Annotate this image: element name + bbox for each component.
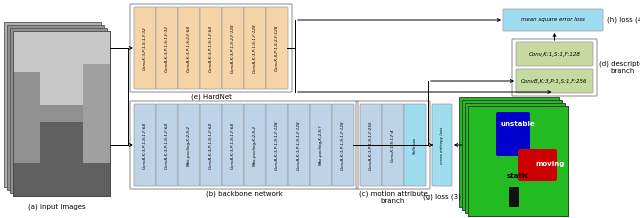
- Text: (h) loss (4): (h) loss (4): [607, 17, 640, 23]
- Text: Max-pooling,K:2,S:?: Max-pooling,K:2,S:?: [319, 125, 323, 165]
- Text: Max-pooling,K:2,S:2: Max-pooling,K:2,S:2: [187, 124, 191, 165]
- Bar: [13, 31, 110, 196]
- Text: ConvB,K:3,P:1,S:1,F:64: ConvB,K:3,P:1,S:1,F:64: [209, 24, 213, 72]
- Text: mean square error loss: mean square error loss: [521, 17, 585, 22]
- Text: ConvB,K:3,P:1,S:2,F:64: ConvB,K:3,P:1,S:2,F:64: [187, 24, 191, 72]
- Text: ConvB,K:3,P:1,S:1,F:64: ConvB,K:3,P:1,S:1,F:64: [165, 121, 169, 169]
- Text: ConvB,K:3,P:1,S:1,F:64: ConvB,K:3,P:1,S:1,F:64: [209, 121, 213, 169]
- Text: (d) descriptor
branch: (d) descriptor branch: [599, 61, 640, 74]
- Text: moving: moving: [535, 161, 564, 167]
- FancyBboxPatch shape: [288, 104, 310, 186]
- FancyBboxPatch shape: [516, 69, 593, 93]
- Bar: [4, 22, 101, 187]
- Bar: [7, 25, 104, 190]
- Text: cross entropy loss: cross entropy loss: [440, 126, 444, 164]
- Text: (e) HardNet: (e) HardNet: [191, 93, 232, 99]
- Text: ConvB,K:3,P:1,S:1,F:64: ConvB,K:3,P:1,S:1,F:64: [143, 121, 147, 169]
- Bar: [10, 28, 107, 193]
- Text: (c) motion attribute
branch: (c) motion attribute branch: [358, 190, 428, 203]
- Text: Max-pooling,K:2,S:2: Max-pooling,K:2,S:2: [253, 124, 257, 165]
- FancyBboxPatch shape: [156, 104, 178, 186]
- Text: ConvB,K:3,P:1,S:1,F:128: ConvB,K:3,P:1,S:1,F:128: [297, 120, 301, 170]
- Bar: [13, 31, 110, 105]
- FancyBboxPatch shape: [244, 7, 266, 89]
- FancyBboxPatch shape: [432, 104, 452, 186]
- Bar: [13, 122, 110, 196]
- FancyBboxPatch shape: [496, 112, 530, 156]
- FancyBboxPatch shape: [222, 7, 244, 89]
- FancyBboxPatch shape: [404, 104, 426, 186]
- Bar: [459, 97, 559, 207]
- Text: static: static: [507, 173, 529, 179]
- FancyBboxPatch shape: [156, 7, 178, 89]
- Text: Conv,K:8,P:1,S:2,F:128: Conv,K:8,P:1,S:2,F:128: [275, 25, 279, 71]
- Text: unstable: unstable: [500, 121, 536, 127]
- FancyBboxPatch shape: [516, 42, 593, 66]
- Text: ConvB,K:3,P:1,S:1,F:256: ConvB,K:3,P:1,S:1,F:256: [521, 78, 588, 83]
- Text: ConvB,K:3,P:1,S:1,F:128: ConvB,K:3,P:1,S:1,F:128: [275, 120, 279, 170]
- FancyBboxPatch shape: [332, 104, 354, 186]
- FancyBboxPatch shape: [134, 104, 156, 186]
- Text: (a) input images: (a) input images: [28, 203, 85, 210]
- FancyBboxPatch shape: [310, 104, 332, 186]
- Text: Conv,K:1,S:1,F:128: Conv,K:1,S:1,F:128: [529, 51, 580, 56]
- Bar: [13, 31, 110, 196]
- FancyBboxPatch shape: [509, 187, 519, 207]
- FancyBboxPatch shape: [178, 104, 200, 186]
- FancyBboxPatch shape: [178, 7, 200, 89]
- FancyBboxPatch shape: [244, 104, 266, 186]
- Bar: [83, 64, 110, 163]
- FancyBboxPatch shape: [382, 104, 404, 186]
- FancyBboxPatch shape: [134, 7, 156, 89]
- Text: ConvB,K:3,P:1,S:1,F:32: ConvB,K:3,P:1,S:1,F:32: [165, 24, 169, 72]
- Bar: [462, 100, 562, 210]
- FancyBboxPatch shape: [200, 7, 222, 89]
- Bar: [468, 106, 568, 216]
- Text: ConvB,K:3,P:1,S:1,F:64: ConvB,K:3,P:1,S:1,F:64: [231, 121, 235, 169]
- Text: ConvB,K:3,P:1,S:2,F:128: ConvB,K:3,P:1,S:2,F:128: [231, 23, 235, 73]
- Text: ConvB,K:3,P:1,S:1,F:128: ConvB,K:3,P:1,S:1,F:128: [253, 23, 257, 73]
- Bar: [465, 103, 565, 213]
- Text: Conv,K:3,P:1,S:1,F:32: Conv,K:3,P:1,S:1,F:32: [143, 26, 147, 70]
- Text: Softmax: Softmax: [413, 136, 417, 154]
- FancyBboxPatch shape: [360, 104, 382, 186]
- Text: (b) backbone network: (b) backbone network: [205, 190, 282, 196]
- Text: ConvB,K:3,P:1,S:1,F:256: ConvB,K:3,P:1,S:1,F:256: [369, 120, 373, 170]
- FancyBboxPatch shape: [518, 149, 557, 181]
- Text: ConvB,K:3,P:1,S:1,F:128: ConvB,K:3,P:1,S:1,F:128: [341, 120, 345, 170]
- FancyBboxPatch shape: [200, 104, 222, 186]
- FancyBboxPatch shape: [266, 104, 288, 186]
- Bar: [468, 106, 568, 216]
- Bar: [13, 72, 40, 163]
- FancyBboxPatch shape: [266, 7, 288, 89]
- FancyBboxPatch shape: [222, 104, 244, 186]
- FancyBboxPatch shape: [503, 9, 603, 31]
- Text: Conv,K:1,S:1,F:4: Conv,K:1,S:1,F:4: [391, 128, 395, 162]
- Text: (g) loss (3): (g) loss (3): [423, 193, 461, 199]
